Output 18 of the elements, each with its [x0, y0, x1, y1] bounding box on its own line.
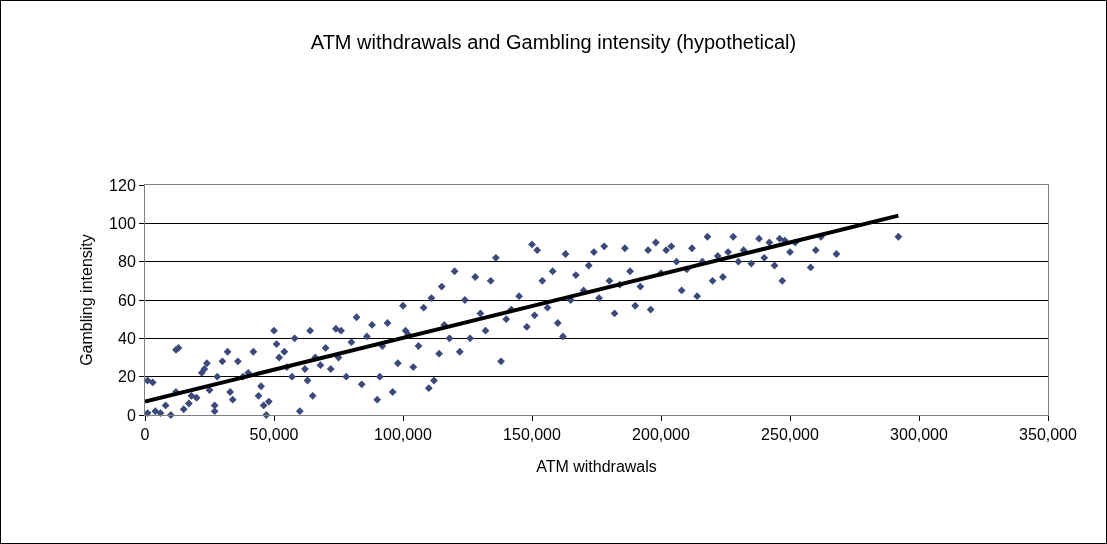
y-tick-label: 20: [118, 368, 136, 386]
y-axis-title: Gambling intensity: [78, 234, 95, 366]
y-tick-label: 0: [126, 406, 136, 424]
x-tick-label: 100,000: [374, 426, 433, 444]
x-axis-title: ATM withdrawals: [536, 457, 657, 475]
y-tick-label: 80: [118, 253, 136, 271]
x-tick-label: 350,000: [1019, 426, 1078, 444]
y-tick-label: 100: [109, 214, 136, 232]
x-tick-label: 300,000: [890, 426, 949, 444]
chart-title: ATM withdrawals and Gambling intensity (hypothetical): [310, 30, 797, 53]
x-tick-label: 50,000: [249, 426, 299, 444]
x-tick-label: 250,000: [761, 426, 820, 444]
x-tick-label: 150,000: [503, 426, 562, 444]
y-tick-label: 120: [109, 176, 136, 194]
x-tick-label: 200,000: [632, 426, 691, 444]
y-tick-label: 40: [118, 329, 136, 347]
x-tick-label: 0: [140, 426, 150, 444]
y-tick-label: 60: [118, 291, 136, 309]
